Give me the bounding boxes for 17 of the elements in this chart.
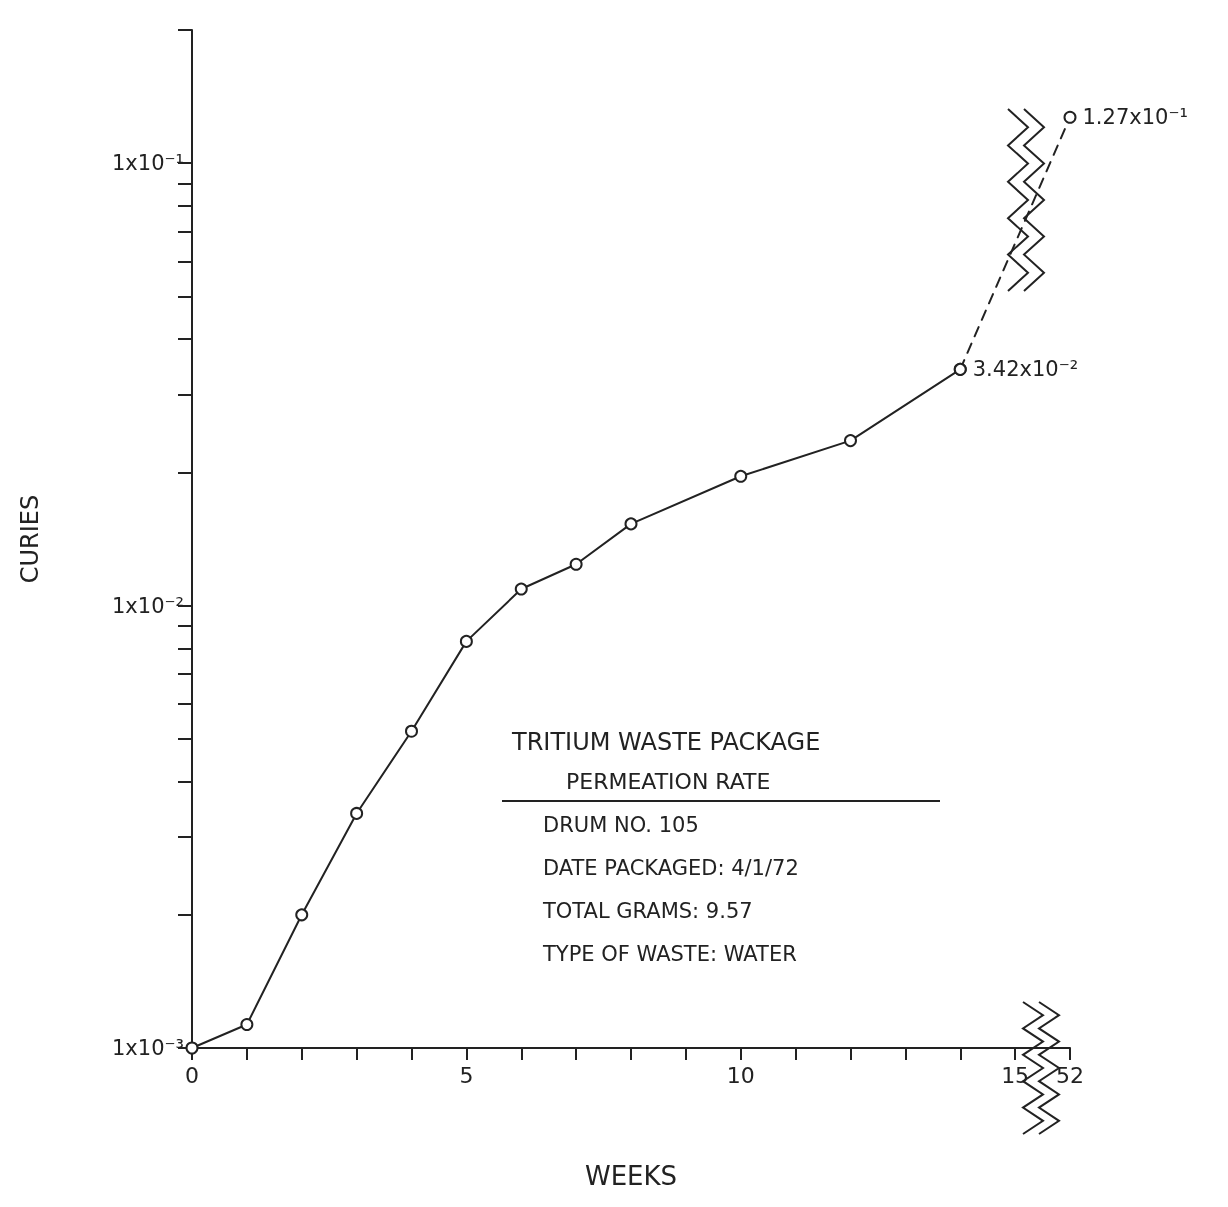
annotation: DATE PACKAGED: 4/1/72 (543, 855, 799, 880)
data-label: 3.42x10⁻² (972, 357, 1079, 382)
x-axis-title: WEEKS (584, 1161, 678, 1191)
y-axis-title: CURIES (16, 494, 44, 584)
annotation: TYPE OF WASTE: WATER (542, 941, 797, 966)
text: TRITIUM WASTE PACKAGE (511, 728, 821, 756)
data-label: 1.27x10⁻¹ (1082, 105, 1188, 130)
y-tick-label: 1x10⁻³ (111, 1036, 184, 1060)
text: PERMEATION RATE (566, 768, 771, 794)
x-tick-label: 0 (185, 1062, 199, 1088)
x-tick-label: 52 (1056, 1062, 1084, 1088)
x-tick-label: 10 (726, 1062, 755, 1088)
annotation: TOTAL GRAMS: 9.57 (542, 898, 753, 923)
y-tick-label: 1x10⁻² (111, 593, 184, 618)
y-tick-label: 1x10⁻¹ (111, 151, 184, 176)
x-tick-label: 5 (459, 1062, 474, 1088)
annotation: DRUM NO. 105 (543, 812, 699, 837)
